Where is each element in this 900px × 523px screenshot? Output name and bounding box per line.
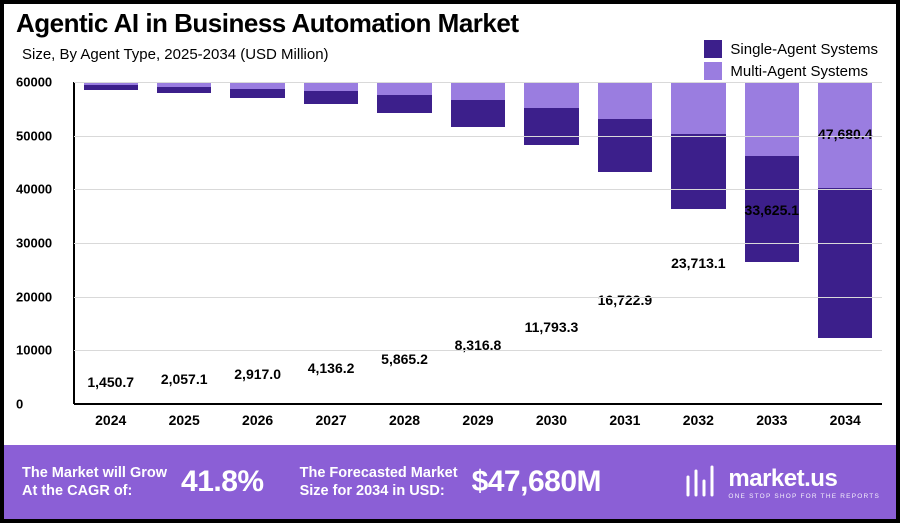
legend-swatch-icon <box>704 62 722 80</box>
footer-forecast-block: The Forecasted Market Size for 2034 in U… <box>282 464 619 500</box>
chart-title: Agentic AI in Business Automation Market <box>16 8 518 39</box>
bar-stack <box>377 82 431 113</box>
bar-segment-multi <box>377 82 431 95</box>
bar-total-label: 4,136.2 <box>308 360 355 376</box>
bar-segment-single <box>304 91 358 104</box>
chart-subtitle: Size, By Agent Type, 2025-2034 (USD Mill… <box>22 46 329 63</box>
x-tick-label: 2027 <box>316 412 347 428</box>
bar-stack <box>157 82 211 93</box>
x-tick-label: 2031 <box>609 412 640 428</box>
bar-total-label: 11,793.3 <box>525 319 579 335</box>
footer-cagr-block: The Market will Grow At the CAGR of: 41.… <box>4 464 282 500</box>
y-tick-label: 50000 <box>16 128 70 143</box>
forecast-label: The Forecasted Market Size for 2034 in U… <box>300 464 458 500</box>
legend-item: Single-Agent Systems <box>704 40 878 58</box>
bar-segment-multi <box>671 82 725 134</box>
bar-stack <box>598 82 652 172</box>
bar-total-label: 47,680.4 <box>818 126 873 142</box>
bar-total-label: 2,057.1 <box>161 371 208 387</box>
bar-segment-multi <box>304 82 358 91</box>
gridline <box>74 350 882 351</box>
bar-segment-single <box>84 85 138 90</box>
bar-stack <box>451 82 505 127</box>
bar-segment-single <box>451 100 505 126</box>
bar-segment-multi <box>598 82 652 119</box>
bar-total-label: 16,722.9 <box>598 292 653 308</box>
x-tick-label: 2030 <box>536 412 567 428</box>
y-tick-label: 40000 <box>16 182 70 197</box>
x-axis-line <box>74 403 882 405</box>
legend-swatch-icon <box>704 40 722 58</box>
bar-segment-multi <box>451 82 505 100</box>
bar-segment-single <box>818 188 872 338</box>
forecast-value: $47,680M <box>472 465 601 499</box>
x-tick-label: 2033 <box>756 412 787 428</box>
bar-stack <box>818 82 872 338</box>
footer-banner: The Market will Grow At the CAGR of: 41.… <box>4 445 896 519</box>
bar-segment-single <box>230 89 284 98</box>
bar-segment-single <box>671 134 725 209</box>
brand-name: market.us <box>728 465 837 493</box>
cagr-value: 41.8% <box>181 465 264 499</box>
forecast-label-line: Size for 2034 in USD: <box>300 482 458 500</box>
gridline <box>74 189 882 190</box>
x-tick-label: 2026 <box>242 412 273 428</box>
x-tick-label: 2028 <box>389 412 420 428</box>
gridline <box>74 297 882 298</box>
x-tick-label: 2025 <box>169 412 200 428</box>
bar-segment-multi <box>524 82 578 108</box>
brand-block: market.us ONE STOP SHOP FOR THE REPORTS <box>684 465 896 500</box>
legend-item: Multi-Agent Systems <box>704 62 878 80</box>
legend-label: Multi-Agent Systems <box>730 63 868 80</box>
bar-stack <box>230 82 284 98</box>
bar-segment-multi <box>745 82 799 156</box>
forecast-label-line: The Forecasted Market <box>300 464 458 482</box>
x-tick-label: 2034 <box>830 412 861 428</box>
legend-label: Single-Agent Systems <box>730 41 878 58</box>
bar-stack <box>304 82 358 104</box>
legend: Single-Agent Systems Multi-Agent Systems <box>704 40 878 84</box>
bar-stack <box>84 82 138 90</box>
y-tick-label: 60000 <box>16 75 70 90</box>
bar-total-label: 2,917.0 <box>234 366 281 382</box>
bar-segment-single <box>524 108 578 145</box>
chart-area: 1,450.7 2024 2,057.1 2025 2,917.0 2026 4,136.2… <box>16 82 886 432</box>
gridline <box>74 82 882 83</box>
y-tick-label: 30000 <box>16 236 70 251</box>
brand-logo-icon <box>684 465 718 499</box>
cagr-label-line: The Market will Grow <box>22 464 167 482</box>
bar-total-label: 33,625.1 <box>745 202 800 218</box>
bar-stack <box>745 82 799 262</box>
bar-segment-single <box>157 87 211 93</box>
y-tick-label: 20000 <box>16 289 70 304</box>
cagr-label-line: At the CAGR of: <box>22 482 167 500</box>
brand-mark: market.us ONE STOP SHOP FOR THE REPORTS <box>728 465 880 500</box>
bar-segment-single <box>377 95 431 114</box>
gridline <box>74 136 882 137</box>
y-tick-label: 0 <box>16 397 70 412</box>
y-tick-label: 10000 <box>16 343 70 358</box>
bar-total-label: 1,450.7 <box>87 374 134 390</box>
gridline <box>74 243 882 244</box>
cagr-label: The Market will Grow At the CAGR of: <box>22 464 167 500</box>
bar-segment-single <box>598 119 652 172</box>
x-tick-label: 2024 <box>95 412 126 428</box>
brand-tagline: ONE STOP SHOP FOR THE REPORTS <box>728 493 880 500</box>
x-tick-label: 2029 <box>462 412 493 428</box>
x-tick-label: 2032 <box>683 412 714 428</box>
bar-total-label: 23,713.1 <box>671 255 726 271</box>
bar-total-label: 5,865.2 <box>381 351 428 367</box>
